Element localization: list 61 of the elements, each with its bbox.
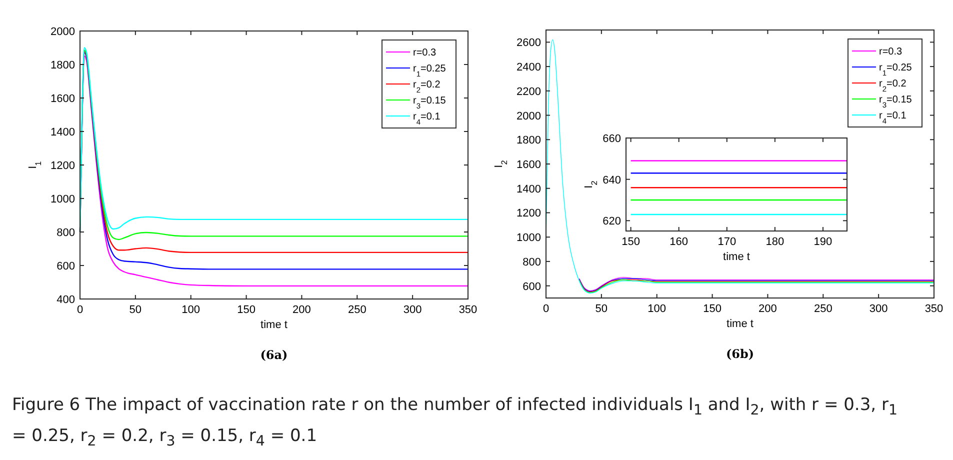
y-tick-label: 1800 <box>50 60 75 72</box>
y-tick-label: 2000 <box>516 110 541 122</box>
x-tick-label: 50 <box>129 304 142 316</box>
legend-label: r$_{2}$=0.2 <box>413 80 441 94</box>
y-tick-label: 620 <box>602 216 621 228</box>
legend-label: r=0.3 <box>413 48 437 58</box>
y-tick-label: 1400 <box>516 183 541 196</box>
x-tick-label: 350 <box>458 304 478 316</box>
legend-label: r$_{4}$=0.1 <box>879 110 907 125</box>
x-tick-label: 170 <box>718 236 736 248</box>
legend-label: r$_{4}$=0.1 <box>413 112 441 126</box>
y-tick-label: 660 <box>602 133 621 145</box>
x-tick-label: 50 <box>595 303 608 315</box>
y-tick-label: 600 <box>56 260 75 272</box>
y-tick-label: 2400 <box>516 62 541 74</box>
y-tick-label: 1000 <box>516 232 541 244</box>
x-tick-label: 350 <box>924 303 944 315</box>
x-tick-label: 0 <box>76 304 84 316</box>
y-tick-label: 2000 <box>50 26 75 38</box>
x-tick-label: 0 <box>542 303 550 315</box>
legend-label: r$_{3}$=0.15 <box>413 96 446 110</box>
y-tick-label: 400 <box>56 294 75 306</box>
x-tick-label: 150 <box>622 236 640 248</box>
text: (6b) <box>726 347 754 361</box>
y-tick-label: 600 <box>522 280 541 293</box>
legend-label: r=0.3 <box>879 46 903 58</box>
x-tick-label: 300 <box>403 304 422 316</box>
text: (6a) <box>260 348 288 362</box>
legend-label: r$_{1}$=0.25 <box>413 64 446 78</box>
y-tick-label: 800 <box>522 256 541 268</box>
legend-label: r$_{1}$=0.25 <box>879 62 912 77</box>
x-axis-title: time t <box>726 318 754 330</box>
y-tick-label: 1400 <box>50 126 75 138</box>
x-tick-label: 250 <box>348 304 366 316</box>
x-tick-label: 150 <box>237 304 256 316</box>
y-tick-label: 800 <box>56 227 75 239</box>
y-tick-label: 1800 <box>516 134 541 147</box>
x-tick-label: 190 <box>814 236 832 248</box>
x-axis-title: time t <box>723 251 750 263</box>
y-tick-label: 2600 <box>516 37 541 50</box>
legend-label: r$_{3}$=0.15 <box>879 94 912 109</box>
y-tick-label: 1200 <box>50 160 75 172</box>
x-tick-label: 200 <box>758 303 777 315</box>
y-tick-label: 1000 <box>50 194 75 206</box>
x-tick-label: 150 <box>703 303 722 315</box>
y-tick-label: 2200 <box>516 86 541 98</box>
y-tick-label: 1600 <box>50 93 75 105</box>
legend-label: r$_{2}$=0.2 <box>879 78 907 93</box>
x-tick-label: 100 <box>648 303 666 315</box>
x-tick-label: 180 <box>766 236 784 248</box>
y-tick-label: 1600 <box>516 159 541 171</box>
x-tick-label: 200 <box>292 304 311 316</box>
y-tick-label: 640 <box>602 174 621 186</box>
x-axis-title: time t <box>260 319 288 331</box>
y-tick-label: 1200 <box>516 208 541 220</box>
x-tick-label: 100 <box>182 304 200 316</box>
x-tick-label: 160 <box>670 236 688 248</box>
x-tick-label: 300 <box>869 303 888 315</box>
line-series <box>546 39 934 294</box>
text: Figure 6 The impact of vaccination rate r on the number of infected individuals I$_{1}$ and I$_{2}$, with r = 0.3, r$_{1}$ = 0.25, r$_{2}$ = 0.2, r$_{3}$ = 0.15, r$_{4}$ = 0.1 <box>12 395 898 450</box>
x-tick-label: 250 <box>814 303 832 315</box>
